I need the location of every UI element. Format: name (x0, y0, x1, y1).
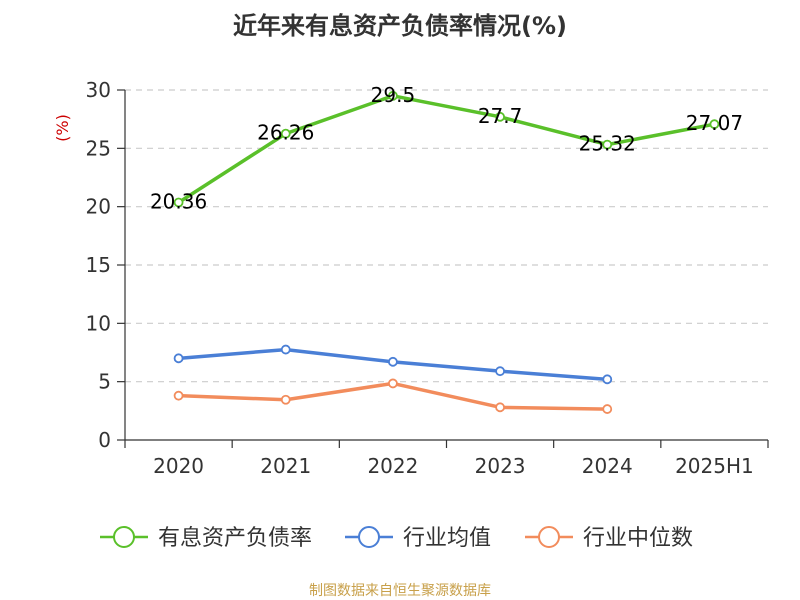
data-point (495, 402, 505, 413)
axes: 0 5 10 15 20 25 30 (%) 2020 2021 2022 2023 2024 2025H… (53, 78, 769, 478)
data-label: 25.32 (579, 132, 636, 156)
legend-label: 行业均值 (403, 526, 491, 551)
x-tick-label: 2024 (582, 454, 633, 478)
data-label: 20.36 (150, 189, 207, 213)
legend-marker (538, 526, 560, 548)
chart-title: 近年来有息资产负债率情况(%) (233, 12, 567, 40)
legend-marker (358, 526, 380, 548)
y-tick-label: 0 (98, 428, 111, 452)
legend-marker (113, 526, 135, 548)
y-tick-label: 25 (86, 136, 111, 160)
data-label: 26.26 (257, 121, 314, 145)
series-line-0 (177, 94, 715, 204)
x-tick-label: 2022 (367, 454, 418, 478)
data-point (602, 139, 613, 150)
data-point (280, 394, 291, 405)
series-lines (173, 90, 720, 414)
legend-label: 有息资产负债率 (158, 526, 312, 551)
data-label: 27.7 (478, 104, 523, 128)
x-tick-label: 2023 (475, 454, 526, 478)
y-tick-label: 5 (98, 370, 111, 394)
grid-lines (125, 89, 768, 383)
data-point (495, 366, 505, 377)
x-tick-label: 2021 (260, 454, 311, 478)
data-point (388, 90, 398, 101)
x-tick-label: 2025H1 (675, 454, 754, 478)
legend-label: 行业中位数 (583, 526, 693, 551)
source-note: 制图数据来自恒生聚源数据库 (309, 583, 491, 599)
data-label: 29.5 (371, 83, 416, 107)
data-labels: 20.36 26.26 29.5 27.7 25.32 27.07 (150, 83, 743, 214)
data-point (602, 404, 613, 414)
data-point (280, 344, 291, 355)
y-tick-label: 20 (86, 195, 111, 219)
data-point (173, 353, 184, 364)
y-tick-label: 10 (86, 311, 111, 335)
y-axis-unit: (%) (53, 114, 72, 142)
legend: 有息资产负债率 行业均值 行业中位数 (100, 526, 693, 551)
data-point (280, 128, 291, 139)
y-tick-label: 30 (86, 78, 111, 102)
y-tick-label: 15 (86, 253, 111, 277)
data-point (173, 197, 184, 208)
data-label: 27.07 (686, 111, 743, 135)
data-point (602, 374, 613, 385)
data-point (173, 390, 184, 401)
data-point (709, 119, 720, 130)
data-point (388, 378, 398, 389)
data-point (388, 356, 398, 367)
data-point (495, 111, 505, 122)
x-tick-label: 2020 (153, 454, 204, 478)
